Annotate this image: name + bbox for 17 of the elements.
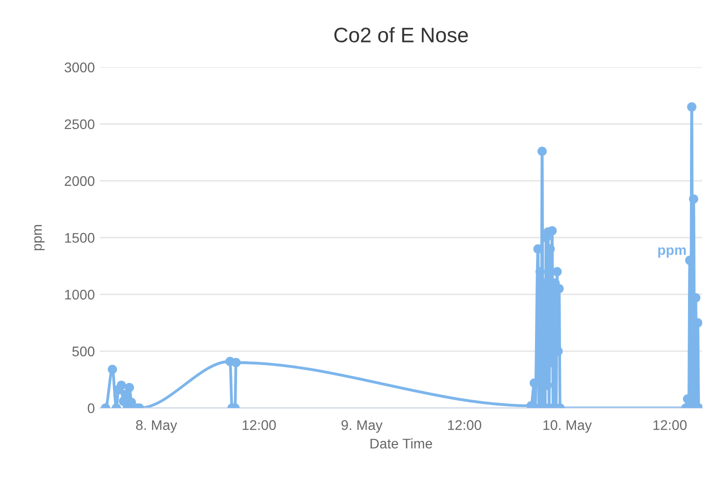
chart-title: Co2 of E Nose	[334, 27, 468, 42]
x-tick-label: 10. May	[543, 420, 592, 433]
series-label: ppm	[658, 247, 686, 258]
y-tick-label: 2500	[64, 119, 94, 130]
y-tick-label: 1000	[65, 290, 94, 300]
y-axis-title: ppm	[34, 225, 45, 250]
y-tick-label: 1500	[65, 232, 94, 243]
x-tick-label: 12:00	[242, 420, 276, 430]
y-tick-label: 0	[88, 403, 94, 414]
x-tick-label: 9. May	[342, 420, 383, 433]
y-tick-label: 500	[72, 346, 94, 356]
y-tick-label: 3000	[64, 62, 94, 72]
x-tick-label: 12:00	[448, 420, 482, 430]
y-tick-label: 2000	[64, 176, 94, 186]
x-tick-label: 8. May	[136, 420, 178, 433]
x-tick-label: 12:00	[653, 420, 687, 430]
x-axis-title: Date Time	[370, 438, 432, 449]
